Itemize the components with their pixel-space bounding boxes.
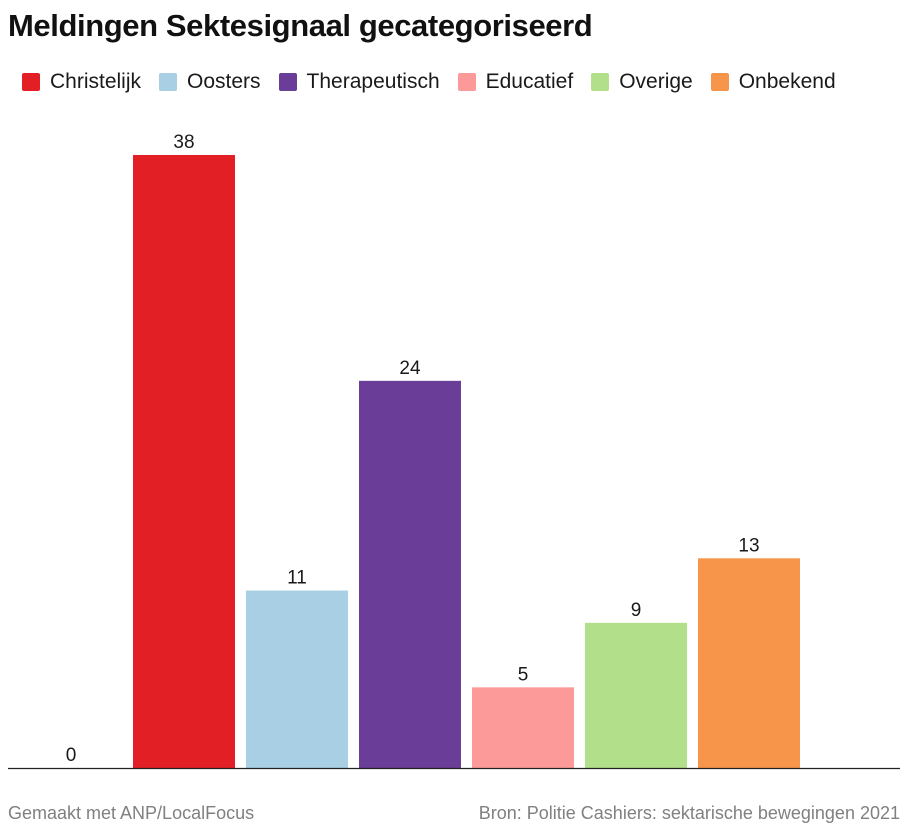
legend: Christelijk Oosters Therapeutisch Educat…: [22, 70, 854, 94]
legend-swatch-therapeutisch: [278, 73, 297, 91]
legend-item-therapeutisch: Therapeutisch: [278, 70, 440, 94]
bar-overige: [585, 622, 687, 768]
footer-credit: Gemaakt met ANP/LocalFocus: [8, 803, 255, 823]
legend-label-educatief: Educatief: [485, 70, 574, 93]
legend-swatch-onbekend: [710, 73, 729, 91]
bar-therapeutisch: [359, 380, 461, 768]
legend-label-onbekend: Onbekend: [738, 70, 836, 93]
legend-label-therapeutisch: Therapeutisch: [306, 70, 440, 93]
legend-swatch-educatief: [457, 73, 476, 91]
legend-item-oosters: Oosters: [159, 70, 261, 94]
legend-item-educatief: Educatief: [457, 70, 574, 94]
legend-label-overige: Overige: [619, 70, 693, 93]
data-label-christelijk: 38: [173, 132, 194, 153]
data-label-overige: 9: [631, 600, 642, 621]
data-label-therapeutisch: 24: [399, 358, 421, 379]
bar-educatief: [472, 687, 574, 768]
legend-item-onbekend: Onbekend: [710, 70, 836, 94]
legend-item-overige: Overige: [591, 70, 693, 94]
legend-swatch-oosters: [159, 73, 178, 91]
bar-christelijk: [133, 155, 235, 768]
footer-source: Bron: Politie Cashiers: sektarische bewe…: [478, 803, 900, 823]
legend-item-christelijk: Christelijk: [22, 70, 141, 94]
legend-label-christelijk: Christelijk: [50, 70, 142, 93]
data-label-onbekend: 13: [738, 535, 759, 556]
chart-title: Meldingen Sektesignaal gecategoriseerd: [8, 8, 593, 43]
data-label-blank-0: 0: [66, 745, 77, 766]
bar-oosters: [246, 590, 348, 768]
bar-onbekend: [698, 558, 800, 768]
data-label-oosters: 11: [287, 568, 307, 589]
legend-swatch-christelijk: [22, 73, 40, 91]
legend-label-oosters: Oosters: [187, 70, 261, 93]
legend-swatch-overige: [591, 73, 610, 91]
data-label-educatief: 5: [518, 664, 529, 685]
